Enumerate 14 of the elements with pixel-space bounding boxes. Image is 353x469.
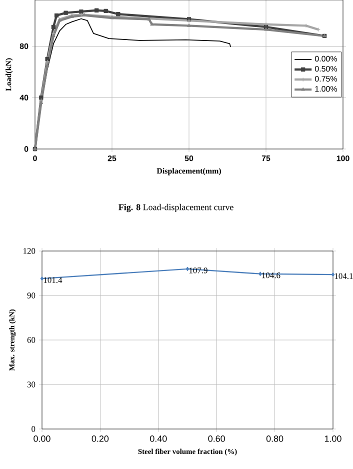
data-label: 101.4 bbox=[44, 277, 62, 283]
x-tick-label: 0.80 bbox=[266, 436, 284, 442]
x-tick-label: 1.00 bbox=[324, 436, 342, 442]
x-tick-label: 0.20 bbox=[92, 436, 109, 442]
y-tick-label: 30 bbox=[27, 382, 36, 388]
x-tick-label: 0.60 bbox=[208, 436, 225, 442]
x-tick-label: 0.40 bbox=[150, 436, 167, 442]
data-label: 104.1 bbox=[334, 273, 353, 279]
y-tick-label: 90 bbox=[27, 292, 36, 298]
x-tick-label: 0.00 bbox=[34, 436, 50, 442]
text: Fig. 8 Load-displacement curve bbox=[118, 204, 234, 212]
y-tick-label: 120 bbox=[24, 248, 36, 254]
y-tick-label: 60 bbox=[27, 337, 36, 343]
y-tick-label: 0 bbox=[32, 426, 36, 432]
